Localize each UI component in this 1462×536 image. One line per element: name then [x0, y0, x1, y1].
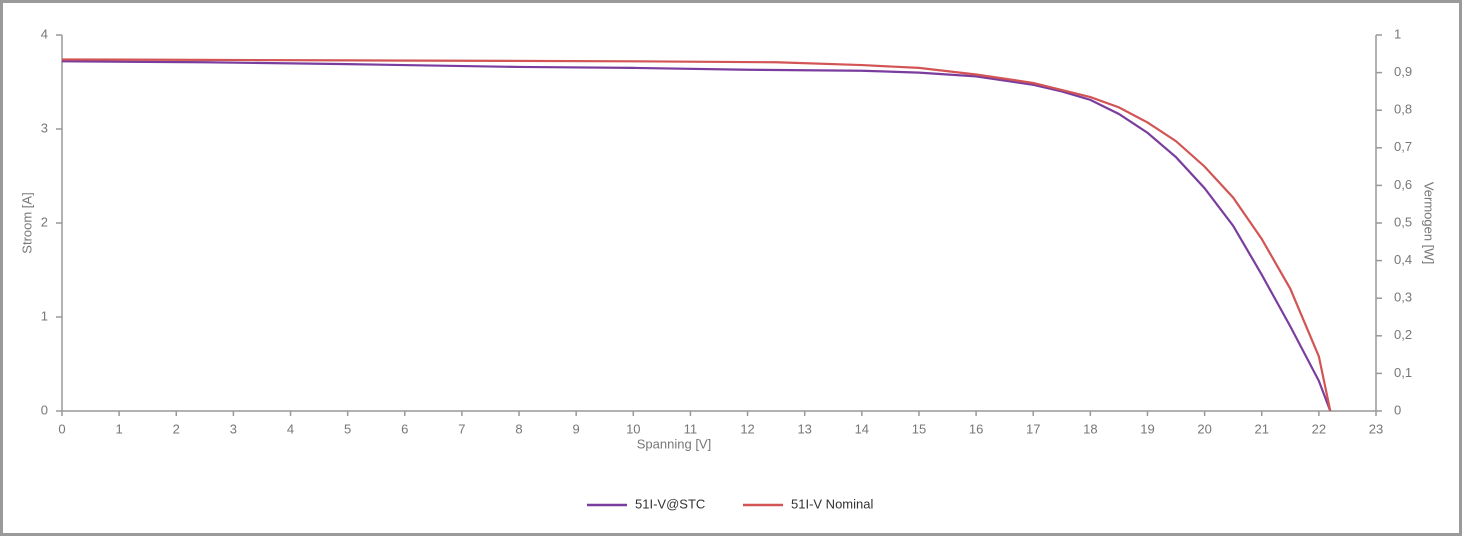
x-tick-label: 22	[1312, 421, 1326, 436]
y2-tick-label: 0,4	[1394, 252, 1412, 267]
y2-tick-label: 1	[1394, 26, 1401, 41]
x-tick-label: 13	[797, 421, 811, 436]
series-line	[61, 58, 1332, 412]
x-tick-label: 18	[1083, 421, 1097, 436]
y2-tick-label: 0,9	[1394, 64, 1412, 79]
x-axis-label: Spanning [V]	[637, 436, 711, 451]
y-axis-label: Stroom [A]	[19, 192, 34, 253]
y2-tick-label: 0,2	[1394, 327, 1412, 342]
y2-tick-label: 0,5	[1394, 214, 1412, 229]
y2-tick-label: 0,3	[1394, 290, 1412, 305]
legend-label: 51I-V Nominal	[791, 496, 873, 511]
y-tick-label: 1	[41, 308, 48, 323]
y2-tick-label: 0,6	[1394, 177, 1412, 192]
x-tick-label: 3	[230, 421, 237, 436]
x-tick-label: 14	[855, 421, 869, 436]
y2-axis-label: Vermogen [W]	[1422, 182, 1437, 264]
x-tick-label: 11	[684, 421, 698, 436]
x-tick-label: 10	[626, 421, 640, 436]
legend-label: 51I-V@STC	[635, 496, 705, 511]
y-tick-label: 4	[41, 26, 48, 41]
x-tick-label: 7	[458, 421, 465, 436]
x-tick-label: 17	[1026, 421, 1040, 436]
x-tick-label: 20	[1197, 421, 1211, 436]
x-tick-label: 16	[969, 421, 983, 436]
y2-tick-label: 0,7	[1394, 139, 1412, 154]
x-tick-label: 19	[1140, 421, 1154, 436]
x-tick-label: 9	[573, 421, 580, 436]
y2-tick-label: 0,1	[1394, 365, 1412, 380]
y-tick-label: 2	[41, 214, 48, 229]
x-tick-label: 6	[401, 421, 408, 436]
x-tick-label: 5	[344, 421, 351, 436]
y-tick-label: 3	[41, 120, 48, 135]
y2-tick-label: 0	[1394, 402, 1401, 417]
x-tick-label: 2	[173, 421, 180, 436]
x-tick-label: 0	[58, 421, 65, 436]
x-tick-label: 15	[912, 421, 926, 436]
x-tick-label: 1	[116, 421, 123, 436]
x-tick-label: 12	[740, 421, 754, 436]
x-tick-label: 21	[1255, 421, 1269, 436]
x-tick-label: 23	[1369, 421, 1383, 436]
series-line	[61, 60, 1332, 412]
x-tick-label: 4	[287, 421, 294, 436]
x-tick-label: 8	[515, 421, 522, 436]
y-tick-label: 0	[41, 402, 48, 417]
y2-tick-label: 0,8	[1394, 102, 1412, 117]
